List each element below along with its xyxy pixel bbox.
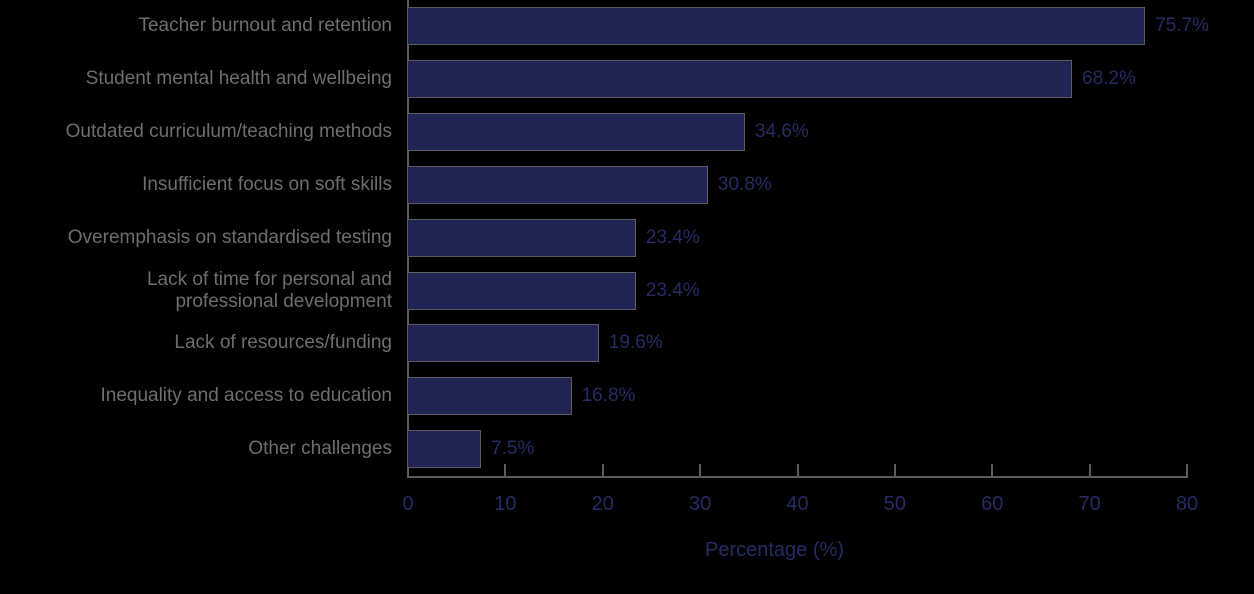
x-tick-label: 80 — [1175, 493, 1199, 515]
x-axis-line — [407, 476, 1188, 478]
x-tick-label: 0 — [402, 493, 414, 515]
x-tick-mark — [699, 464, 702, 477]
bar — [408, 271, 636, 310]
x-tick-label: 20 — [591, 493, 614, 515]
bar — [408, 59, 1073, 98]
x-tick-mark — [1088, 464, 1091, 477]
x-tick-label: 60 — [981, 493, 1004, 515]
bar — [408, 377, 572, 416]
x-tick-label: 40 — [786, 493, 809, 515]
category-label: Inequality and access to education — [100, 385, 392, 407]
x-tick-mark — [601, 464, 604, 477]
value-label: 7.5% — [491, 438, 535, 460]
category-label: Other challenges — [248, 438, 392, 460]
x-tick-label: 10 — [494, 493, 517, 515]
value-label: 16.8% — [581, 385, 636, 407]
x-tick-mark — [504, 464, 507, 477]
value-label: 34.6% — [754, 120, 809, 142]
value-label: 19.6% — [608, 332, 663, 354]
bar — [408, 324, 599, 363]
x-tick-label: 70 — [1078, 493, 1101, 515]
x-axis-title: Percentage (%) — [705, 539, 844, 561]
bar — [408, 165, 708, 204]
x-tick-mark — [991, 464, 994, 477]
category-label: Outdated curriculum/teaching methods — [65, 120, 392, 142]
x-tick-mark — [893, 464, 896, 477]
category-label: Insufficient focus on soft skills — [142, 173, 392, 195]
value-label: 23.4% — [645, 279, 700, 301]
category-label: Teacher burnout and retention — [138, 15, 392, 36]
x-tick-label: 30 — [689, 493, 712, 515]
bar — [408, 7, 1146, 45]
bar — [408, 112, 745, 151]
x-tick-label: 50 — [883, 493, 906, 515]
category-label: Lack of time for personal and profession… — [146, 268, 392, 312]
category-label: Student mental health and wellbeing — [85, 67, 392, 89]
x-tick-mark — [796, 464, 799, 477]
value-label: 30.8% — [717, 173, 772, 195]
x-tick-mark — [1186, 464, 1188, 477]
bar — [408, 218, 636, 257]
value-label: 75.7% — [1155, 15, 1209, 36]
category-label: Lack of resources/funding — [174, 332, 392, 354]
bar — [408, 430, 482, 469]
category-label: Overemphasis on standardised testing — [67, 226, 392, 248]
value-label: 23.4% — [645, 226, 700, 248]
value-label: 68.2% — [1082, 67, 1136, 89]
